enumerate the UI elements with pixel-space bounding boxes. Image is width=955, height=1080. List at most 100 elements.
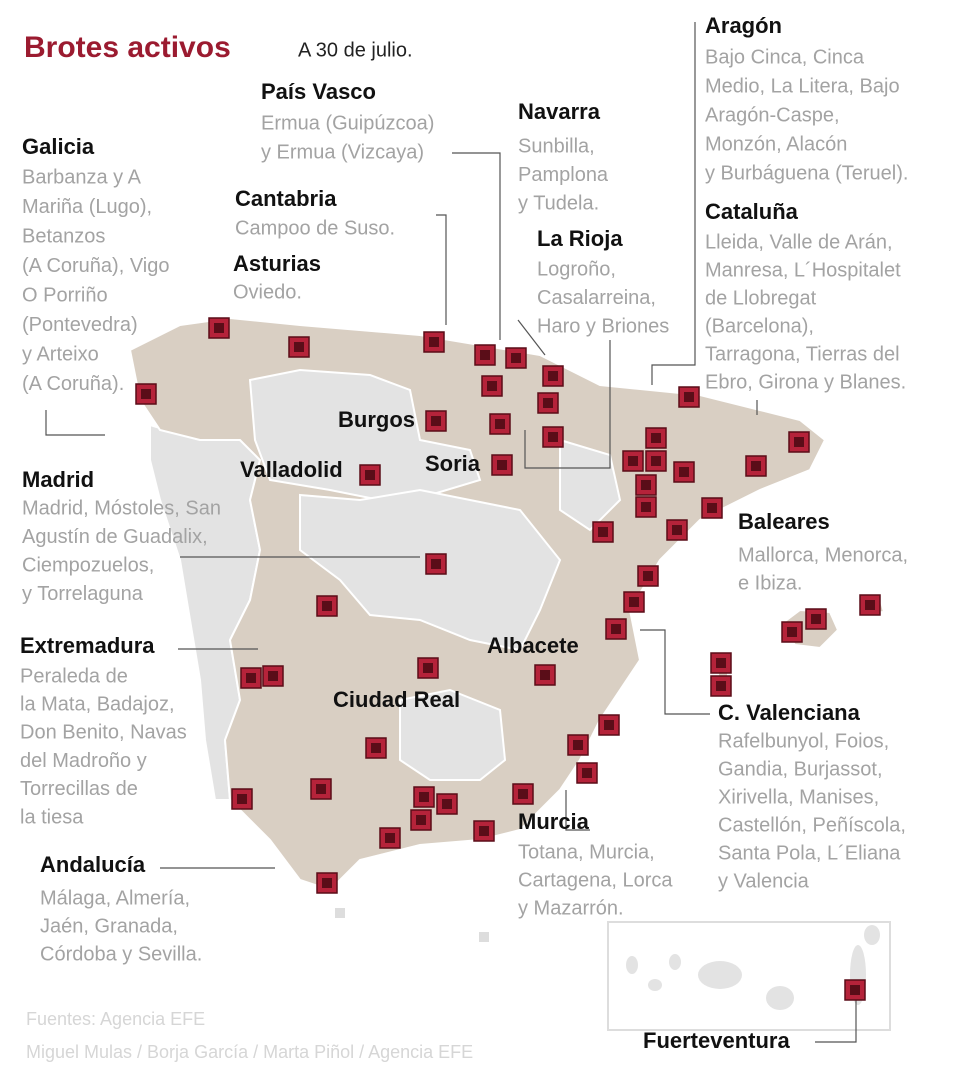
marker-core (487, 381, 497, 391)
marker-core (385, 833, 395, 843)
region-name: Cataluña (705, 199, 799, 224)
region-detail: Logroño, (537, 258, 616, 280)
marker-core (679, 467, 689, 477)
region-name: Aragón (705, 13, 782, 38)
region-detail: O Porriño (22, 284, 108, 306)
marker-core (416, 815, 426, 825)
region-detail: (Barcelona), (705, 315, 814, 337)
region-detail: Málaga, Almería, (40, 887, 190, 909)
marker-core (316, 784, 326, 794)
marker-core (268, 671, 278, 681)
marker-core (707, 503, 717, 513)
region-detail: la tiesa (20, 806, 84, 828)
region-detail: de Llobregat (705, 287, 817, 309)
place-name: Valladolid (240, 457, 343, 482)
region-detail: Monzón, Alacón (705, 133, 847, 155)
marker-core (672, 525, 682, 535)
marker-core (794, 437, 804, 447)
marker-core (495, 419, 505, 429)
territory (335, 908, 345, 918)
region-detail: Santa Pola, L´Eliana (718, 842, 901, 864)
marker-core (787, 627, 797, 637)
leader-lines (45, 22, 857, 1043)
region-detail: Cartagena, Lorca (518, 869, 673, 891)
region-detail: (A Coruña). (22, 373, 124, 395)
region-detail: Peraleda de (20, 665, 128, 687)
marker-core (246, 673, 256, 683)
region-detail: Lleida, Valle de Arán, (705, 231, 893, 253)
marker-core (628, 456, 638, 466)
marker-core (716, 681, 726, 691)
region-detail: Agustín de Guadalix, (22, 526, 208, 548)
marker-core (431, 416, 441, 426)
region-detail: y Tudela. (518, 192, 599, 214)
region-detail: Totana, Murcia, (518, 841, 655, 863)
region-detail: Torrecillas de (20, 778, 138, 800)
marker-core (573, 740, 583, 750)
marker-core (371, 743, 381, 753)
marker-core (604, 720, 614, 730)
marker-core (511, 353, 521, 363)
region-name: Madrid (22, 467, 94, 492)
marker-core (582, 768, 592, 778)
place-name: Soria (425, 451, 481, 476)
region-name: Baleares (738, 509, 830, 534)
region-detail: Xirivella, Manises, (718, 786, 879, 808)
region-detail: Jaén, Granada, (40, 915, 178, 937)
marker-core (365, 470, 375, 480)
subtitle: A 30 de julio. (298, 39, 413, 61)
region-name: La Rioja (537, 226, 623, 251)
marker-core (518, 789, 528, 799)
region-detail: Mallorca, Menorca, (738, 544, 908, 566)
marker-core (540, 670, 550, 680)
region-name: Asturias (233, 251, 321, 276)
region-detail: (A Coruña), Vigo (22, 255, 170, 277)
region-detail: Campoo de Suso. (235, 217, 395, 239)
region-detail: (Pontevedra) (22, 314, 138, 336)
outbreak-markers (135, 317, 881, 1001)
inset-frame (607, 921, 891, 1031)
region-detail: Ciempozuelos, (22, 554, 154, 576)
region-detail: Ebro, Girona y Blanes. (705, 371, 906, 393)
marker-core (865, 600, 875, 610)
region-detail: Rafelbunyol, Foios, (718, 730, 889, 752)
marker-core (643, 571, 653, 581)
region-detail: y Torrelaguna (22, 583, 144, 605)
marker-core (442, 799, 452, 809)
marker-core (423, 663, 433, 673)
region-unaffected (248, 368, 482, 502)
region-detail: Betanzos (22, 225, 105, 247)
region-detail: y Mazarrón. (518, 897, 624, 919)
region-name: Andalucía (40, 852, 146, 877)
region-detail: Oviedo. (233, 281, 302, 303)
marker-core (322, 878, 332, 888)
marker-core (419, 792, 429, 802)
marker-core (429, 337, 439, 347)
title: Brotes activos (24, 31, 231, 64)
marker-core (716, 658, 726, 668)
region-detail: Córdoba y Sevilla. (40, 943, 202, 965)
region-detail: Aragón-Caspe, (705, 104, 840, 126)
marker-core (497, 460, 507, 470)
region-name: Cantabria (235, 186, 337, 211)
region-name: Murcia (518, 809, 590, 834)
region-detail: del Madroño y (20, 750, 147, 772)
marker-core (543, 398, 553, 408)
place-name: Albacete (487, 633, 579, 658)
region-detail: Barbanza y A (22, 166, 142, 188)
region-unaffected (559, 438, 622, 532)
marker-core (850, 985, 860, 995)
place-name: Ciudad Real (333, 687, 460, 712)
region-detail: Mariña (Lugo), (22, 196, 152, 218)
region-detail: Manresa, L´Hospitalet (705, 259, 901, 281)
marker-core (548, 432, 558, 442)
region-detail: Don Benito, Navas (20, 722, 187, 744)
region-detail: y Valencia (718, 870, 810, 892)
region-detail: Madrid, Móstoles, San (22, 497, 221, 519)
marker-core (629, 597, 639, 607)
region-detail: Ermua (Guipúzcoa) (261, 112, 434, 134)
marker-core (141, 389, 151, 399)
marker-core (598, 527, 608, 537)
marker-core (611, 624, 621, 634)
